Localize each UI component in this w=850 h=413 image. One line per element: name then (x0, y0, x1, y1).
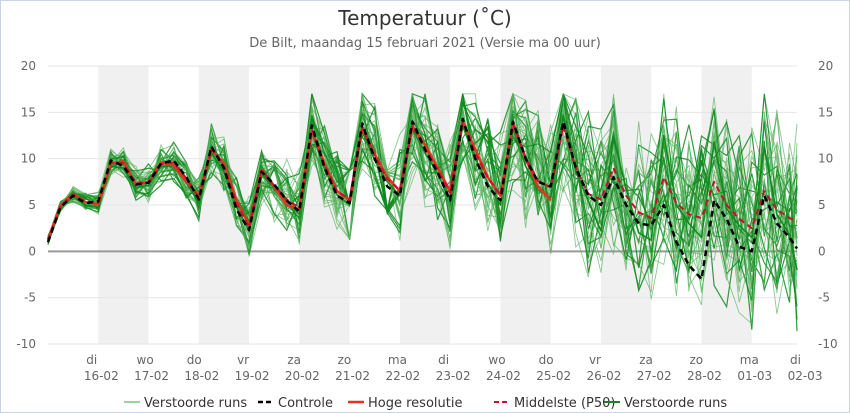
x-tick-day: vr (589, 353, 601, 367)
x-tick-date: 22-02 (385, 369, 420, 383)
x-tick-date: 18-02 (184, 369, 219, 383)
x-axis: di 16-02 wo 17-02 do 18-02 vr 19-02 za 20-02 zo 21-… (84, 353, 823, 383)
main-series (46, 115, 799, 281)
x-tick-day: ma (740, 353, 759, 367)
y-tick-label: -5 (24, 291, 36, 305)
ensemble-member-line (47, 93, 798, 309)
x-tick-day: zo (689, 353, 703, 367)
x-tick-date: 19-02 (235, 369, 270, 383)
legend: Verstoorde runs Controle Hoge resolutie Mid… (124, 396, 727, 411)
x-tick-date: 25-02 (536, 369, 571, 383)
grid-lines (48, 65, 797, 345)
y-tick-label-right: 10 (818, 152, 833, 166)
x-tick-day: di (790, 353, 801, 367)
y-tick-label-right: 0 (818, 244, 826, 258)
x-tick-day: za (639, 353, 653, 367)
x-tick-date: 26-02 (587, 369, 622, 383)
y-tick-label: 5 (28, 198, 36, 212)
x-tick-day: wo (137, 353, 154, 367)
y-tick-label-right: -5 (818, 291, 830, 305)
x-tick-day: wo (488, 353, 505, 367)
y-tick-label: -10 (16, 337, 36, 351)
y-tick-label: 0 (28, 244, 36, 258)
x-tick-date: 28-02 (687, 369, 722, 383)
x-tick-date: 17-02 (134, 369, 169, 383)
x-tick-date: 02-03 (788, 369, 823, 383)
y-tick-label: 15 (21, 105, 36, 119)
legend-label[interactable]: Hoge resolutie (368, 396, 462, 411)
y-tick-label-right: 20 (818, 59, 833, 73)
chart-subtitle: De Bilt, maandag 15 februari 2021 (Versi… (249, 36, 601, 51)
y-tick-label: 20 (21, 59, 36, 73)
series-line-controle (46, 117, 799, 281)
y-axis-right: -10 -5 0 5 10 15 20 (818, 59, 838, 351)
x-tick-date: 27-02 (637, 369, 672, 383)
x-tick-day: do (187, 353, 202, 367)
y-axis-left: -10 -5 0 5 10 15 20 (16, 59, 36, 351)
legend-label[interactable]: Verstoorde runs (624, 396, 727, 411)
chart-title: Temperatuur (˚C) (338, 6, 512, 30)
legend-label[interactable]: Middelste (P50) (514, 396, 615, 411)
x-tick-date: 16-02 (84, 369, 119, 383)
x-tick-day: zo (338, 353, 352, 367)
x-tick-date: 01-03 (737, 369, 772, 383)
y-tick-label-right: -10 (818, 337, 838, 351)
x-tick-day: di (438, 353, 449, 367)
x-tick-day: do (539, 353, 554, 367)
ensemble-member-line (47, 93, 798, 294)
y-tick-label: 10 (21, 152, 36, 166)
ensemble-member-line (47, 92, 798, 290)
x-tick-day: za (287, 353, 301, 367)
x-tick-day: ma (388, 353, 407, 367)
x-tick-date: 23-02 (436, 369, 471, 383)
ensemble-lines (47, 92, 798, 332)
x-tick-date: 20-02 (285, 369, 320, 383)
x-tick-day: di (86, 353, 97, 367)
x-tick-date: 21-02 (335, 369, 370, 383)
y-tick-label-right: 5 (818, 198, 826, 212)
ensemble-member-line (47, 93, 798, 284)
ensemble-member-line (47, 93, 798, 284)
y-tick-label-right: 15 (818, 105, 833, 119)
legend-label[interactable]: Controle (278, 396, 333, 411)
x-tick-day: vr (237, 353, 249, 367)
legend-label[interactable]: Verstoorde runs (144, 396, 247, 411)
x-tick-date: 24-02 (486, 369, 521, 383)
